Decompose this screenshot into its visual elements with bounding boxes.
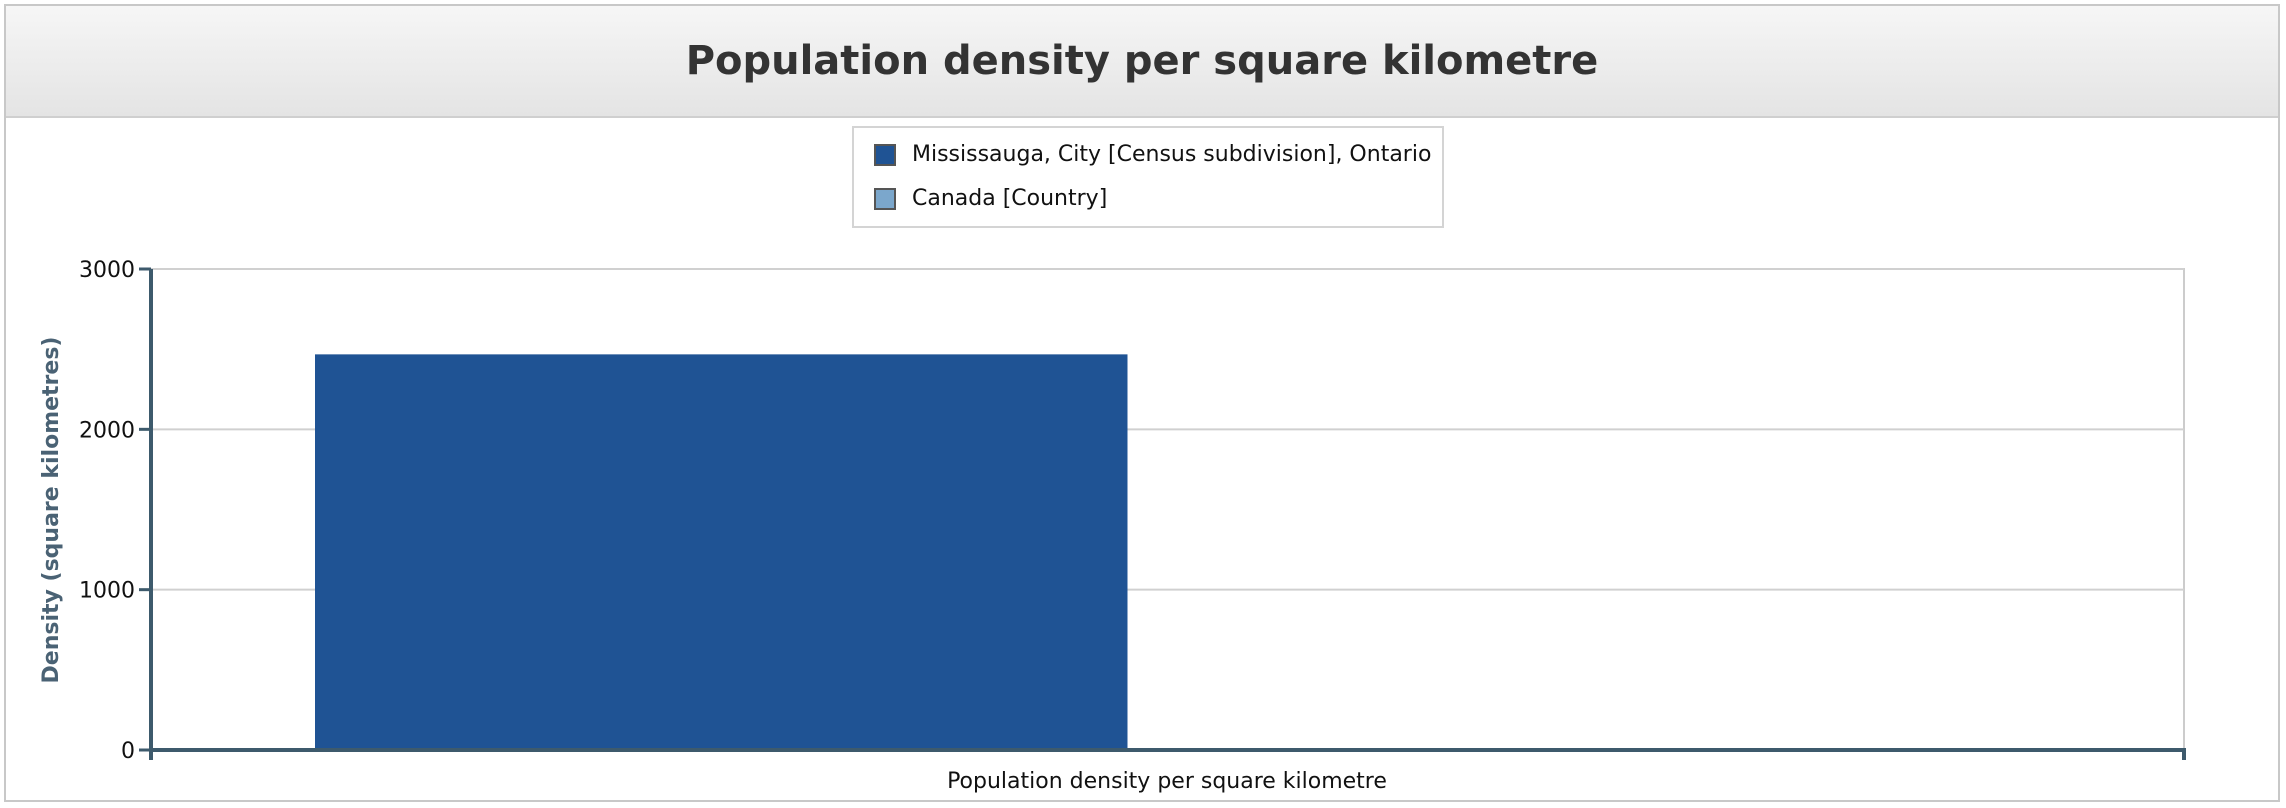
- chart-header: Population density per square kilometre: [6, 6, 2278, 118]
- legend-label-mississauga: Mississauga, City [Census subdivision], …: [912, 142, 1432, 167]
- legend-item-mississauga[interactable]: Mississauga, City [Census subdivision], …: [874, 142, 1431, 167]
- y-tick-label: 3000: [79, 258, 135, 283]
- legend-label-canada: Canada [Country]: [912, 186, 1108, 211]
- bar-mississauga: [315, 354, 1128, 750]
- y-axis-label: Density (square kilometres): [39, 337, 64, 684]
- chart-title: Population density per square kilometre: [685, 38, 1599, 84]
- chart-legend: Mississauga, City [Census subdivision], …: [852, 126, 1444, 228]
- legend-item-canada[interactable]: Canada [Country]: [874, 186, 1107, 211]
- y-tick-label: 0: [121, 739, 135, 764]
- legend-swatch-mississauga: [874, 143, 896, 166]
- y-tick-label: 2000: [79, 418, 135, 443]
- x-axis-label: Population density per square kilometre: [947, 769, 1387, 794]
- y-tick-label: 1000: [79, 579, 135, 604]
- legend-swatch-canada: [874, 187, 896, 210]
